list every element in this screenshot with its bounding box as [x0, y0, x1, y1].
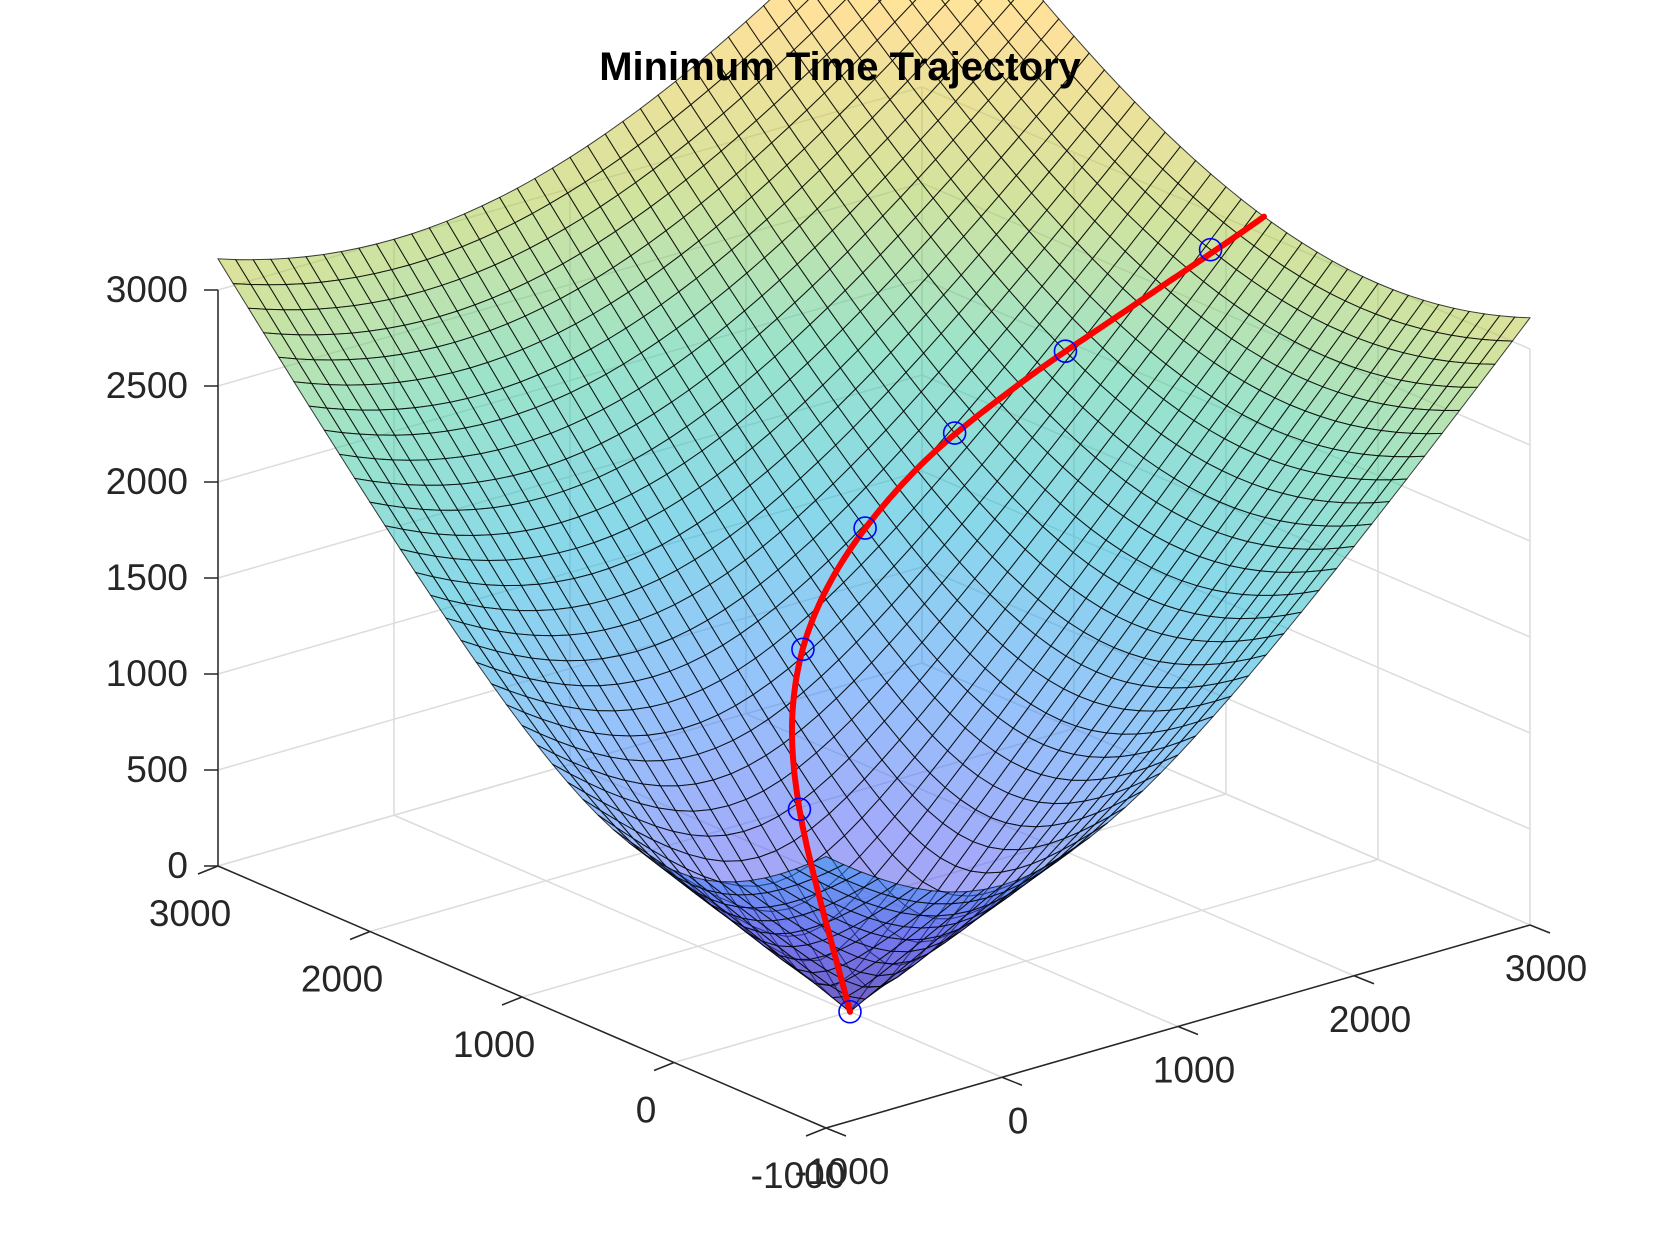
- x-tick-label: 0: [1008, 1100, 1029, 1141]
- y-tick-label: 2000: [301, 959, 383, 1000]
- trajectory-marker: [1053, 339, 1078, 364]
- z-tick-label: 0: [167, 845, 188, 886]
- y-tick: [501, 996, 523, 1006]
- y-tick: [805, 1127, 827, 1137]
- x-tick-label: 2000: [1329, 999, 1411, 1040]
- x-tick: [1001, 1076, 1023, 1086]
- z-tick-label: 500: [126, 749, 188, 790]
- mesh-layer: [217, 0, 1531, 1013]
- surface-patch: [809, 855, 845, 873]
- grid-line: [673, 858, 1379, 1064]
- trajectory-marker: [787, 797, 812, 822]
- trajectory-marker: [838, 999, 862, 1024]
- z-tick-label: 2500: [106, 365, 188, 406]
- trajectory-marker: [1198, 237, 1223, 262]
- trajectory-marker: [791, 637, 815, 662]
- x-tick-label: 3000: [1505, 948, 1587, 989]
- y-tick-label: 1000: [453, 1024, 535, 1065]
- x-tick: [1177, 1025, 1199, 1036]
- trajectory-marker: [853, 516, 877, 540]
- surface-patch: [941, 0, 950, 6]
- y-tick-label: -1000: [751, 1155, 846, 1196]
- z-tick-label: 1000: [106, 653, 188, 694]
- x-tick-label: -1000: [795, 1151, 890, 1192]
- trajectory-marker: [942, 421, 967, 445]
- trajectory-layer: [787, 213, 1267, 1024]
- x-tick: [825, 1127, 847, 1137]
- axes-layer: -1000 0 1000 2000 3000 -1000 0 1000 2000 3000 0 500…: [106, 269, 1587, 1196]
- x-tick-label: 1000: [1153, 1050, 1235, 1091]
- y-tick: [197, 865, 219, 875]
- chart-title: Minimum Time Trajectory: [599, 45, 1081, 89]
- z-tick-label: 1500: [106, 557, 188, 598]
- y-tick-label: 3000: [149, 893, 231, 934]
- z-tick-label: 3000: [106, 269, 188, 310]
- y-tick: [653, 1061, 675, 1072]
- y-tick-label: 0: [636, 1090, 657, 1131]
- x-tick: [1353, 975, 1375, 985]
- y-tick: [349, 930, 371, 941]
- surface-patch: [1007, 0, 1015, 5]
- x-tick: [1529, 924, 1551, 934]
- surface-patch: [973, 0, 983, 6]
- z-tick-label: 2000: [106, 461, 188, 502]
